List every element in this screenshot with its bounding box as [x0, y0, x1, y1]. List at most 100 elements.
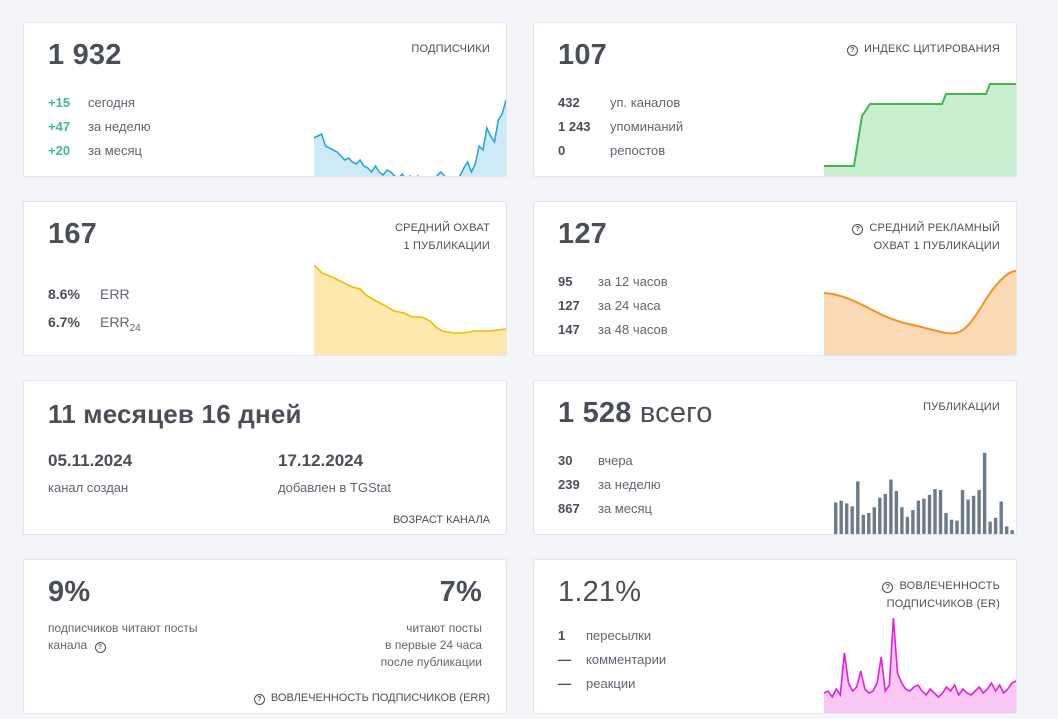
avg-reach-area	[314, 265, 506, 355]
stat-row: 95 за 12 часов	[558, 274, 668, 289]
err-right-desc: читают посты в первые 24 часа после публ…	[380, 621, 482, 669]
help-icon: ?	[852, 224, 864, 235]
er-stats: 1 пересылки — комментарии — реакции	[558, 624, 666, 696]
avg-reach-sparkline	[314, 265, 506, 355]
posts-bar	[905, 516, 910, 534]
err-card[interactable]: 9% подписчиков читают посты канала ? 7% …	[23, 559, 507, 714]
posts-card[interactable]: 1 528 всего ПУБЛИКАЦИИ 30 вчера 239 за нед…	[533, 380, 1017, 535]
err-label[interactable]: ? ВОВЛЕЧЕННОСТЬ ПОДПИСЧИКОВ (ERR)	[253, 692, 490, 705]
sparkline-line	[314, 99, 506, 176]
stat-row: 127 за 24 часа	[558, 298, 661, 313]
citation-sparkline	[824, 83, 1016, 176]
posts-bar	[834, 502, 838, 534]
created-label: канал создан	[48, 480, 129, 495]
posts-bar	[955, 520, 959, 534]
created-date: 05.11.2024	[48, 451, 133, 470]
err-left-desc: подписчиков читают посты канала ?	[48, 621, 198, 653]
channel-age-card[interactable]: 11 месяцев 16 дней 05.11.2024 канал созд…	[23, 380, 507, 535]
ad-reach-label[interactable]: ? СРЕДНИЙ РЕКЛАМНЫЙ ОХВАТ 1 ПУБЛИКАЦИИ	[852, 219, 1000, 255]
avg-reach-line	[314, 265, 506, 334]
stat-row: — реакции	[558, 676, 636, 691]
stat-row: 30 вчера	[558, 453, 633, 468]
added-label: добавлен в TGStat	[278, 480, 392, 495]
channel-age-title: 11 месяцев 16 дней	[48, 399, 302, 429]
stat-row: +20 за месяц	[48, 143, 142, 158]
posts-bar	[927, 494, 932, 534]
stat-row: 0 репостов	[558, 143, 666, 158]
stat-row: 867 за месяц	[558, 501, 652, 516]
sparkline-line	[824, 617, 1016, 699]
err-left-value: 9%	[48, 576, 91, 608]
sparkline-area	[314, 100, 506, 176]
subscribers-card[interactable]: 1 932 ПОДПИСЧИКИ +15 сегодня +47 за неделю…	[23, 22, 507, 177]
posts-bar	[889, 479, 893, 534]
stat-row: 432 уп. каналов	[558, 95, 681, 110]
posts-bar	[977, 490, 981, 534]
posts-bar	[878, 497, 882, 534]
subscribers-count: 1 932	[48, 39, 122, 71]
added-date: 17.12.2024	[278, 451, 364, 470]
help-icon[interactable]: ?	[94, 642, 106, 653]
subscribers-sparkline	[314, 99, 506, 176]
err-stats: 8.6% ERR 6.7% ERR24	[48, 280, 141, 336]
posts-bar	[883, 493, 887, 534]
ad-reach-value: 127	[558, 218, 607, 250]
avg-reach-label: СРЕДНИЙ ОХВАТ 1 ПУБЛИКАЦИИ	[394, 222, 490, 252]
help-icon: ?	[847, 45, 859, 56]
posts-bar	[960, 490, 965, 534]
posts-bar	[839, 500, 843, 534]
posts-bar	[971, 495, 976, 534]
posts-bar	[982, 452, 987, 534]
sparkline-area	[824, 618, 1016, 713]
er-label[interactable]: ? ВОВЛЕЧЕННОСТЬ ПОДПИСЧИКОВ (ER)	[882, 577, 1000, 613]
posts-barchart	[834, 452, 1014, 534]
citation-stats: 432 уп. каналов 1 243 упоминаний 0 репостов	[558, 91, 683, 163]
posts-label: ПУБЛИКАЦИИ	[923, 401, 1000, 413]
stat-row: +47 за неделю	[48, 119, 151, 134]
posts-bar	[999, 501, 1003, 534]
posts-bar	[1010, 530, 1014, 534]
ad-reach-stats: 95 за 12 часов 127 за 24 часа 147 за 48 час…	[558, 270, 668, 342]
posts-bar	[988, 521, 992, 534]
citation-index: 107	[558, 39, 607, 71]
posts-bar	[966, 499, 970, 534]
citation-card[interactable]: 107 ? ИНДЕКС ЦИТИРОВАНИЯ 432 уп. каналов 1…	[533, 22, 1017, 177]
posts-bar	[856, 481, 860, 534]
stat-row: 147 за 48 часов	[558, 322, 668, 337]
help-icon: ?	[253, 694, 265, 705]
ad-reach-line	[824, 270, 1016, 335]
citation-line	[824, 83, 1016, 167]
posts-bar	[944, 513, 948, 534]
posts-bar	[850, 506, 854, 534]
posts-bar	[867, 513, 871, 534]
posts-bar	[949, 519, 954, 534]
posts-bar	[916, 500, 921, 534]
er-sparkline	[824, 617, 1016, 713]
err-right-value: 7%	[439, 576, 482, 608]
stat-row: 1 243 упоминаний	[558, 119, 684, 134]
avg-reach-value: 167	[48, 218, 97, 250]
posts-total: 1 528 всего	[558, 397, 713, 429]
stat-row: 1 пересылки	[558, 628, 652, 643]
help-icon: ?	[882, 582, 894, 593]
stat-row: — комментарии	[558, 652, 667, 667]
subscribers-stats: +15 сегодня +47 за неделю +20 за месяц	[48, 91, 151, 163]
posts-bar	[900, 507, 904, 534]
channel-age-label: ВОЗРАСТ КАНАЛА	[392, 514, 490, 526]
posts-bar	[845, 503, 849, 534]
posts-bar	[993, 517, 998, 534]
posts-stats: 30 вчера 239 за неделю 867 за месяц	[558, 449, 661, 521]
posts-bar	[938, 490, 943, 534]
ad-reach-area	[824, 271, 1016, 355]
posts-bar	[922, 498, 926, 534]
posts-bar	[933, 489, 937, 534]
ad-reach-sparkline	[824, 270, 1016, 355]
posts-bar	[861, 514, 865, 534]
citation-area	[824, 84, 1016, 176]
stat-row: 8.6% ERR	[48, 286, 130, 302]
citation-label[interactable]: ? ИНДЕКС ЦИТИРОВАНИЯ	[847, 40, 1000, 58]
stat-row: 239 за неделю	[558, 477, 661, 492]
avg-reach-card[interactable]: 167 СРЕДНИЙ ОХВАТ 1 ПУБЛИКАЦИИ 8.6% ERR 6…	[23, 201, 507, 356]
ad-reach-card[interactable]: 127 ? СРЕДНИЙ РЕКЛАМНЫЙ ОХВАТ 1 ПУБЛИКАЦИ…	[533, 201, 1017, 356]
